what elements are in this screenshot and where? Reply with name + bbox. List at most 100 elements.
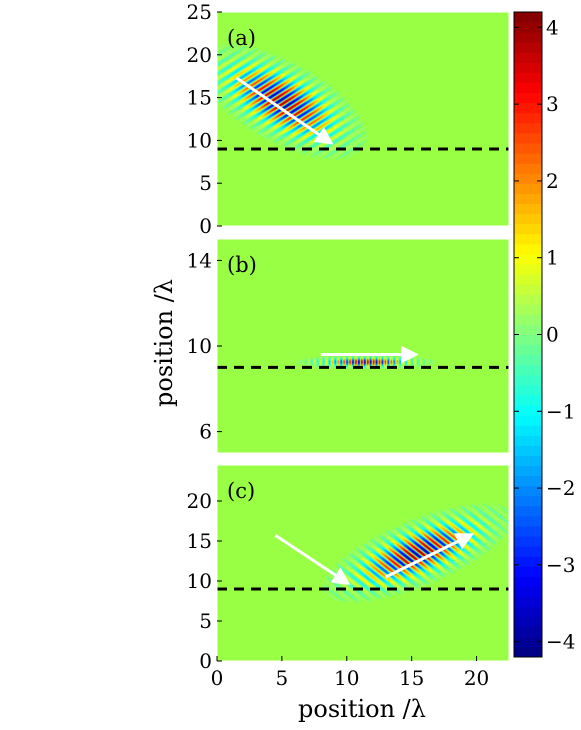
colorbar-band	[514, 143, 542, 154]
colorbar-band	[514, 334, 542, 346]
propagation-arrow	[385, 533, 475, 579]
x-tick-label: 10	[334, 666, 359, 690]
y-tick-label: 15	[187, 529, 212, 553]
colorbar-band	[514, 394, 542, 406]
panel-frame	[216, 464, 510, 662]
colorbar-band	[514, 536, 542, 547]
colorbar-band	[514, 304, 542, 315]
colorbar-band	[514, 475, 542, 487]
colorbar-band	[514, 294, 542, 305]
colorbar-band	[514, 576, 542, 587]
y-tick-label: 0	[199, 649, 212, 673]
colorbar-band	[514, 525, 542, 537]
panel-frame	[216, 11, 510, 227]
colorbar-band	[514, 606, 542, 618]
colorbar-band	[514, 284, 542, 295]
panels-group: (a) 0 5 10 15 20 25 (b) 6 10 14 (c) 0 5 10 15 20 0 5 10 15 20	[187, 0, 510, 690]
panel-label: (c)	[227, 479, 255, 503]
colorbar-band	[514, 132, 542, 144]
colorbar-band	[514, 405, 542, 416]
colorbar-band	[514, 32, 542, 43]
colorbar-band	[514, 425, 542, 436]
colorbar-band	[514, 455, 542, 467]
colorbar-tick-label: 2	[546, 169, 559, 193]
colorbar-band	[514, 112, 542, 124]
colorbar-band	[514, 22, 542, 33]
colorbar-band	[514, 616, 542, 628]
propagation-arrow	[235, 76, 334, 145]
panel-label: (a)	[227, 26, 256, 50]
field-heatmap	[217, 12, 509, 226]
colorbar-tick-label: −4	[546, 630, 575, 654]
colorbar-band	[514, 556, 542, 567]
y-tick-label: 10	[187, 334, 212, 358]
colorbar-band	[514, 62, 542, 73]
colorbar-band	[514, 253, 542, 265]
colorbar-band	[514, 324, 542, 335]
colorbar-band	[514, 566, 542, 577]
colorbar-band	[514, 163, 542, 174]
y-tick-label: 5	[199, 171, 212, 195]
x-tick-label: 5	[276, 666, 289, 690]
colorbar-band	[514, 203, 542, 215]
x-tick-label: 15	[399, 666, 424, 690]
colorbar-band	[514, 173, 542, 184]
colorbar-band	[514, 263, 542, 275]
colorbar-band	[514, 233, 542, 245]
y-tick-label: 15	[187, 86, 212, 110]
colorbar-band	[514, 374, 542, 386]
panel-1: (a) 0 5 10 15 20 25	[187, 0, 510, 238]
y-tick-label: 14	[187, 248, 212, 272]
x-axis-label: position /λ	[298, 695, 426, 723]
panel-label: (b)	[227, 253, 257, 277]
x-tick-label: 20	[464, 666, 489, 690]
colorbar-tick-label: −3	[546, 553, 575, 577]
colorbar-band	[514, 384, 542, 396]
colorbar-tick-label: 3	[546, 92, 559, 116]
field-heatmap	[217, 239, 509, 453]
y-tick-label: 10	[187, 128, 212, 152]
colorbar-band	[514, 314, 542, 325]
colorbar-tick-label: 1	[546, 246, 559, 270]
x-tick-label: 0	[211, 666, 224, 690]
colorbar-band	[514, 193, 542, 204]
colorbar-tick-label: 4	[546, 15, 559, 39]
colorbar-band	[514, 646, 542, 658]
y-tick-label: 6	[199, 420, 212, 444]
colorbar-band	[514, 72, 542, 84]
colorbar-band	[514, 52, 542, 63]
colorbar-band	[514, 153, 542, 164]
colorbar-band	[514, 485, 542, 497]
colorbar-band	[514, 505, 542, 517]
y-tick-label: 20	[187, 43, 212, 67]
colorbar-band	[514, 243, 542, 255]
propagation-arrow	[274, 534, 351, 586]
colorbar-band	[514, 183, 542, 194]
colorbar: 4 3 2 1 0 −1 −2 −3 −4	[513, 11, 575, 658]
colorbar-band	[514, 596, 542, 608]
colorbar-band	[514, 546, 542, 557]
colorbar-band	[514, 445, 542, 456]
field-heatmap	[217, 465, 509, 661]
colorbar-band	[514, 223, 542, 235]
colorbar-band	[514, 213, 542, 225]
panel-2: (b) 6 10 14	[187, 238, 510, 454]
colorbar-band	[514, 122, 542, 134]
colorbar-band	[514, 435, 542, 446]
colorbar-band	[514, 515, 542, 527]
colorbar-tick-label: −1	[546, 399, 575, 423]
colorbar-band	[514, 495, 542, 507]
y-tick-label: 20	[187, 489, 212, 513]
colorbar-band	[514, 344, 542, 356]
y-tick-label: 5	[199, 609, 212, 633]
colorbar-band	[514, 42, 542, 53]
y-tick-label: 25	[187, 0, 212, 24]
colorbar-band	[514, 465, 542, 477]
colorbar-band	[514, 12, 542, 23]
colorbar-band	[514, 274, 542, 285]
colorbar-band	[514, 102, 542, 114]
colorbar-band	[514, 415, 542, 426]
colorbar-band	[514, 626, 542, 638]
y-tick-label: 10	[187, 569, 212, 593]
